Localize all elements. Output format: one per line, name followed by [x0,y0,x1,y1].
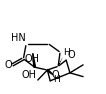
Text: H: H [53,75,60,84]
Text: H: H [63,48,70,57]
Text: HN: HN [10,33,25,43]
Polygon shape [47,69,53,75]
Polygon shape [33,53,36,67]
Text: O: O [51,70,59,80]
Text: OH: OH [21,70,36,80]
Text: O: O [67,50,75,60]
Text: OH: OH [25,54,40,64]
Text: O: O [4,60,12,70]
